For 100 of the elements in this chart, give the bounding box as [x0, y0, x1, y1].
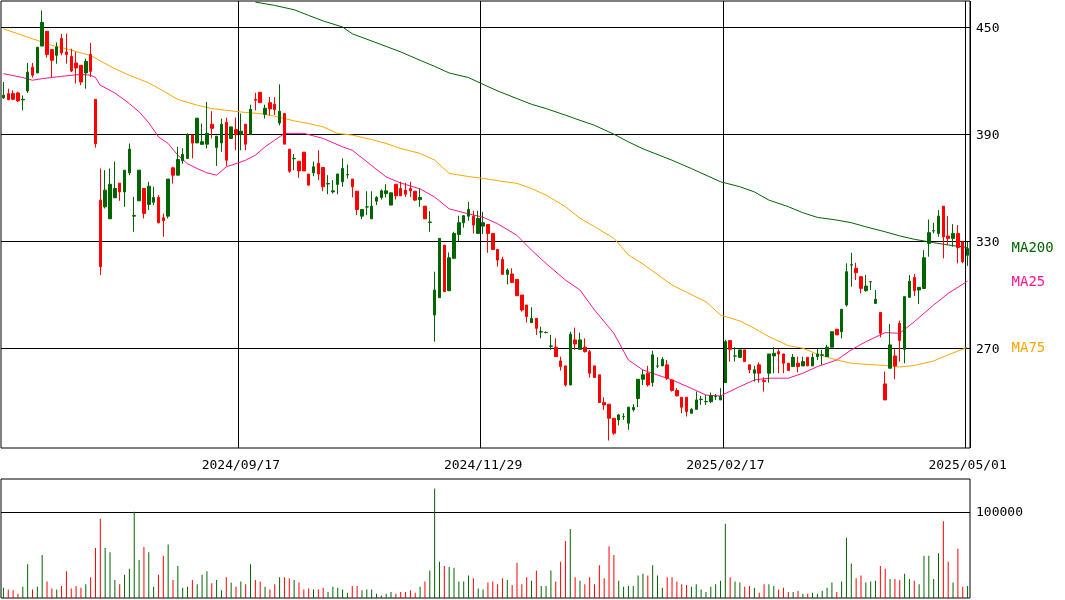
candlestick — [651, 350, 654, 388]
y-tick-label: 450 — [976, 20, 1000, 36]
y-tick-label: 100000 — [976, 504, 1023, 520]
candlestick — [346, 163, 349, 180]
x-tick-label: 2025/02/17 — [686, 457, 765, 472]
candlestick — [845, 262, 848, 308]
candlestick — [55, 41, 58, 65]
candlestick — [215, 135, 218, 167]
candlestick — [423, 205, 427, 220]
x-tick-label: 2025/05/01 — [928, 457, 1007, 472]
candlestick — [501, 256, 504, 275]
candlestick — [118, 182, 121, 202]
candlestick — [2, 81, 5, 100]
candlestick — [573, 327, 577, 351]
candlestick — [535, 317, 538, 336]
candlestick — [762, 376, 766, 393]
candlestick — [244, 123, 247, 151]
candlestick — [888, 323, 892, 369]
candlestick — [283, 113, 286, 145]
candlestick — [850, 252, 853, 288]
line-series — [2, 73, 969, 397]
candlestick — [394, 183, 398, 201]
candlestick — [632, 403, 635, 412]
candlestick — [680, 396, 683, 414]
x-tick-label: 2024/11/29 — [443, 457, 523, 472]
candlestick — [685, 396, 688, 417]
candlestick — [263, 104, 267, 120]
candlestick — [234, 117, 238, 151]
candlestick — [467, 201, 470, 222]
candlestick — [166, 178, 170, 219]
candlestick — [365, 190, 369, 216]
y-tick-label: 270 — [976, 340, 1000, 356]
candlestick — [913, 273, 916, 297]
candlestick — [312, 160, 315, 177]
candlestick — [428, 210, 432, 233]
candlestick — [690, 407, 693, 414]
candlestick — [326, 174, 330, 195]
candlestick — [937, 209, 940, 238]
candlestick — [757, 362, 761, 384]
candlestick — [748, 364, 751, 374]
candlestick — [932, 222, 935, 234]
candlestick — [40, 9, 44, 47]
candlestick — [787, 362, 790, 372]
candlestick — [418, 188, 422, 208]
candlestick — [65, 33, 68, 65]
candlestick — [278, 83, 281, 126]
candlestick — [593, 365, 596, 378]
candlestick — [375, 195, 378, 206]
candlestick — [94, 98, 97, 149]
candlestick — [210, 110, 214, 139]
candlestick — [36, 46, 39, 74]
candlestick — [433, 271, 436, 343]
candlestick — [806, 356, 809, 367]
candlestick — [84, 58, 88, 90]
candlestick — [554, 337, 558, 358]
candlestick — [341, 157, 344, 188]
candlestick — [699, 395, 703, 406]
candlestick — [801, 356, 805, 367]
candlestick — [137, 169, 141, 202]
candlestick — [864, 274, 868, 293]
candlestick — [869, 281, 872, 291]
candlestick — [186, 132, 189, 159]
candlestick — [128, 142, 131, 176]
candlestick — [879, 311, 882, 338]
candlestick — [438, 237, 441, 299]
candlestick — [627, 406, 630, 431]
candlestick — [360, 209, 364, 220]
candlestick — [157, 194, 160, 224]
candlestick — [854, 262, 858, 281]
candlestick — [191, 134, 194, 159]
candlestick — [859, 276, 863, 294]
line-series — [2, 28, 969, 368]
candlestick — [724, 339, 727, 384]
candlestick — [835, 328, 839, 336]
candlestick — [249, 104, 252, 136]
candlestick — [893, 348, 897, 380]
candlestick — [791, 353, 795, 368]
candlestick — [559, 356, 562, 372]
candlestick — [89, 42, 92, 78]
candlestick — [288, 148, 291, 174]
y-tick-label: 390 — [976, 127, 1000, 143]
candlestick — [26, 62, 29, 94]
candlestick — [617, 413, 620, 426]
candlestick — [268, 96, 272, 116]
candlestick — [728, 340, 732, 363]
candlestick — [898, 320, 901, 363]
candlestick — [840, 308, 843, 339]
candlestick — [229, 126, 233, 139]
candlestick — [123, 169, 126, 208]
candlestick — [21, 94, 25, 111]
candlestick — [142, 188, 146, 219]
candlestick — [99, 168, 102, 276]
candlestick — [239, 113, 243, 151]
candlestick — [147, 181, 151, 211]
text: MA25 — [1011, 273, 1046, 290]
candlestick — [578, 332, 582, 350]
candlestick — [665, 359, 669, 381]
candlestick — [719, 387, 722, 401]
candlestick — [908, 274, 911, 298]
candlestick — [132, 196, 136, 233]
